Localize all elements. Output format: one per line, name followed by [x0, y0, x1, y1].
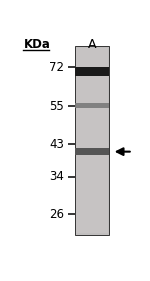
Text: 72: 72	[49, 61, 64, 74]
Bar	[76, 48, 108, 233]
Bar	[75, 148, 109, 155]
Text: 43: 43	[49, 138, 64, 151]
Text: KDa: KDa	[23, 38, 50, 51]
Text: 34: 34	[49, 170, 64, 183]
Text: 26: 26	[49, 208, 64, 221]
Bar	[75, 46, 110, 235]
Text: A: A	[88, 38, 96, 51]
Text: 55: 55	[49, 100, 64, 113]
Bar	[75, 103, 109, 108]
Bar	[75, 67, 109, 76]
